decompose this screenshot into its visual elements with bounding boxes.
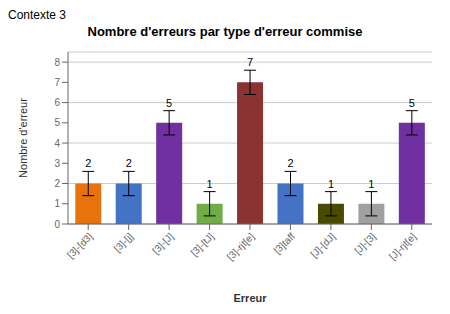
svg-text:[J]-[3]: [J]-[3] [352,231,378,257]
svg-text:1: 1 [328,178,334,190]
svg-text:[3]-[J]: [3]-[J] [150,231,176,257]
svg-text:1: 1 [54,198,60,209]
svg-text:6: 6 [54,97,60,108]
svg-text:3: 3 [54,158,60,169]
svg-text:[3]-[tJ]: [3]-[tJ] [189,231,217,259]
svg-text:2: 2 [126,157,132,169]
html-text:Contexte 3: Contexte 3 [8,8,66,22]
svg-text:[3]-rjt[e]: [3]-rjt[e] [225,231,257,263]
svg-text:7: 7 [54,77,60,88]
html-text:Nombre d'erreurs par type d'er: Nombre d'erreurs par type d'erreur commi… [87,24,363,39]
svg-text:1: 1 [207,178,213,190]
svg-text:2: 2 [85,157,91,169]
svg-text:Nombre d'erreur: Nombre d'erreur [17,98,29,178]
svg-text:1: 1 [368,178,374,190]
svg-text:2: 2 [287,157,293,169]
svg-text:8: 8 [54,57,60,68]
svg-text:4: 4 [54,138,60,149]
svg-text:5: 5 [54,117,60,128]
svg-text:Erreur: Erreur [233,292,267,304]
svg-text:[J]-rjt[e]: [J]-rjt[e] [387,231,419,263]
svg-text:2: 2 [54,178,60,189]
svg-text:[3]-[j]: [3]-[j] [112,231,136,255]
svg-text:[3]taff: [3]taff [272,231,297,256]
svg-text:[3]-[d3]: [3]-[d3] [65,231,95,261]
svg-text:0: 0 [54,219,60,230]
svg-text:5: 5 [409,97,415,109]
svg-text:[J]-[dJ]: [J]-[dJ] [308,231,337,260]
svg-text:5: 5 [166,97,172,109]
svg-text:7: 7 [247,56,253,68]
